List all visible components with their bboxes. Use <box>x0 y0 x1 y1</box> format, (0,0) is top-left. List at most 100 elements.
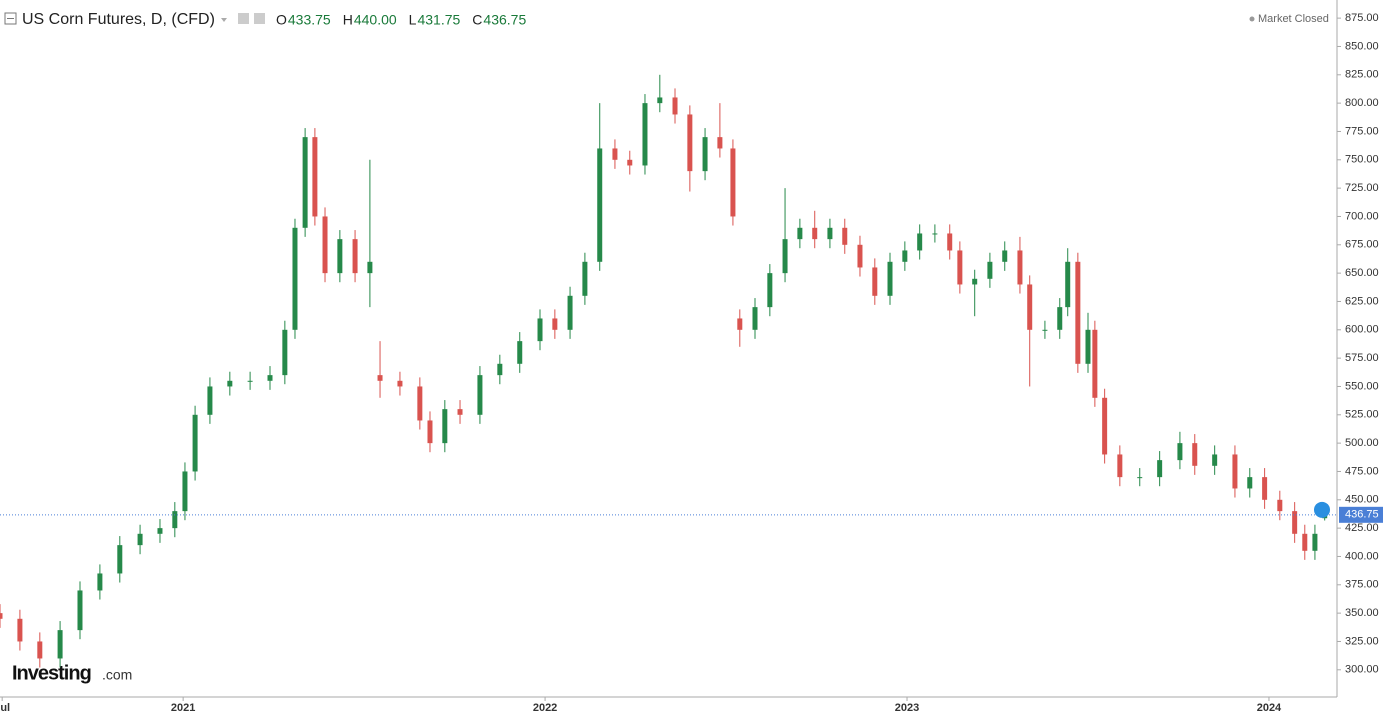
ohlc-value: 440.00 <box>354 12 397 28</box>
candle-body <box>1302 533 1308 551</box>
dropdown-arrow[interactable] <box>221 18 227 22</box>
candle-body <box>932 233 938 235</box>
candle-body <box>1232 454 1238 489</box>
candle-body <box>887 261 893 296</box>
candle-body <box>767 273 773 308</box>
candle-body <box>497 363 503 376</box>
candle-body <box>687 114 693 172</box>
ohlc-key: O <box>276 12 287 28</box>
candle-body <box>37 641 43 659</box>
chart-title: US Corn Futures, D, (CFD) <box>22 11 215 28</box>
candle-body <box>337 239 343 274</box>
candle-body <box>417 386 423 421</box>
candle-body <box>642 103 648 166</box>
y-tick-label: 700.00 <box>1345 210 1379 222</box>
candle-body <box>957 250 963 285</box>
candle-body <box>312 137 318 217</box>
x-tick-label: 2022 <box>533 702 557 714</box>
candle-body <box>857 244 863 268</box>
ohlc-key: H <box>343 12 353 28</box>
candle-body <box>352 239 358 274</box>
collapse-icon[interactable] <box>4 12 17 25</box>
candle-body <box>182 471 188 512</box>
x-tick-label: 2021 <box>171 702 195 714</box>
candle-body <box>1212 454 1218 466</box>
last-price-box <box>1339 506 1383 523</box>
candle-body <box>717 137 723 149</box>
candle-body <box>612 148 618 160</box>
candle-body <box>267 375 273 381</box>
candle-body <box>872 267 878 296</box>
candle-body <box>797 227 803 240</box>
ohlc-key: L <box>409 12 417 28</box>
y-tick-label: 500.00 <box>1345 437 1379 449</box>
candle-body <box>987 261 993 279</box>
candle-body <box>1017 250 1023 285</box>
ohlc-value: 436.75 <box>483 12 526 28</box>
candle-body <box>627 159 633 166</box>
candle-body <box>77 590 83 631</box>
ohlc-value: 433.75 <box>288 12 331 28</box>
candle-body <box>1027 284 1033 330</box>
x-tick-label: 2024 <box>1257 702 1282 714</box>
candle-body <box>157 528 163 534</box>
candle-body <box>1137 477 1143 479</box>
candle-body <box>1057 307 1063 330</box>
candle-body <box>672 97 678 115</box>
candle-body <box>172 511 178 529</box>
candle-body <box>702 137 708 172</box>
candle-body <box>1312 533 1318 551</box>
last-price-label: 436.75 <box>1345 509 1379 521</box>
y-tick-label: 775.00 <box>1345 125 1379 137</box>
candle-body <box>457 409 463 415</box>
candle-body <box>567 295 573 330</box>
candle-body <box>1085 329 1091 364</box>
logo-suffix: .com <box>102 667 132 683</box>
y-tick-label: 850.00 <box>1345 40 1379 52</box>
y-tick-label: 625.00 <box>1345 295 1379 307</box>
candle-body <box>782 239 788 274</box>
candle-body <box>657 97 663 104</box>
candle-body <box>1247 477 1253 489</box>
y-tick-label: 800.00 <box>1345 97 1379 109</box>
status-dot <box>1249 16 1255 22</box>
candle-body <box>1262 477 1268 500</box>
y-tick-label: 425.00 <box>1345 522 1379 534</box>
candle-body <box>582 261 588 296</box>
candle-body <box>552 318 558 330</box>
marker-badge <box>1314 501 1330 518</box>
candle-body <box>1002 250 1008 262</box>
candle-body <box>812 227 818 240</box>
settings-icon[interactable] <box>254 13 265 24</box>
y-tick-label: 350.00 <box>1345 607 1379 619</box>
candle-body <box>0 613 3 619</box>
candle-body <box>247 380 253 382</box>
settings-icon[interactable] <box>238 13 249 24</box>
ohlc-value: 431.75 <box>417 12 460 28</box>
candle-body <box>597 148 603 262</box>
x-tick-label: Jul <box>0 702 10 714</box>
candle-body <box>227 380 233 387</box>
y-tick-label: 325.00 <box>1345 635 1379 647</box>
candle-body <box>1292 511 1298 534</box>
plot <box>0 74 1328 668</box>
candle-body <box>292 227 298 330</box>
y-tick-label: 725.00 <box>1345 182 1379 194</box>
candle-body <box>207 386 213 415</box>
logo-name: Investing <box>12 662 91 684</box>
y-tick-label: 600.00 <box>1345 324 1379 336</box>
y-tick-label: 575.00 <box>1345 352 1379 364</box>
y-tick-label: 525.00 <box>1345 409 1379 421</box>
candle-body <box>737 318 743 330</box>
y-tick-label: 475.00 <box>1345 465 1379 477</box>
candle-body <box>302 137 308 228</box>
candle-body <box>752 307 758 330</box>
candle-body <box>97 573 103 591</box>
candle-body <box>1042 329 1048 331</box>
candle-body <box>1092 329 1098 398</box>
y-tick-label: 750.00 <box>1345 154 1379 166</box>
ohlc-key: C <box>472 12 482 28</box>
candle-body <box>192 414 198 472</box>
candle-body <box>972 278 978 285</box>
